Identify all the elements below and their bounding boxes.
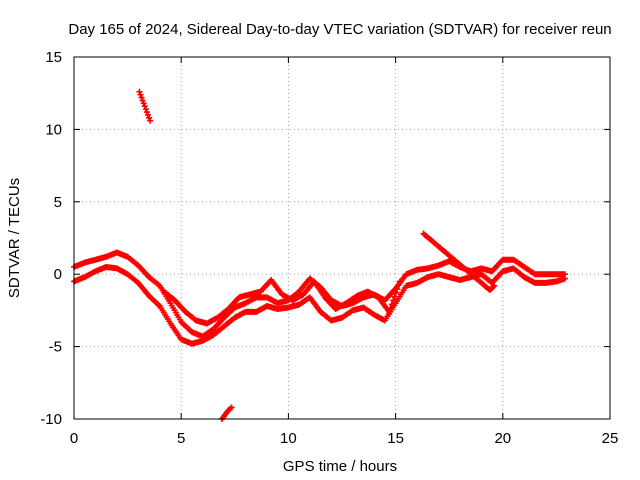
- data-point-interp: [146, 114, 153, 121]
- y-tick-label: 15: [45, 49, 62, 66]
- data-point: [136, 88, 143, 95]
- x-tick-label: 25: [602, 430, 619, 447]
- data-point-interp: [388, 301, 395, 308]
- data-point: [142, 106, 149, 113]
- x-tick-label: 15: [387, 430, 404, 447]
- data-point-interp: [395, 282, 402, 289]
- data-points: [71, 88, 568, 422]
- data-point-interp: [137, 91, 144, 98]
- chart-title: Day 165 of 2024, Sidereal Day-to-day VTE…: [68, 21, 611, 38]
- data-point: [228, 404, 235, 411]
- grid-lines: [74, 57, 610, 419]
- y-tick-label: -10: [40, 411, 62, 428]
- axis-ticks: [73, 56, 611, 420]
- data-point-interp: [141, 103, 148, 110]
- x-tick-label: 0: [70, 430, 78, 447]
- y-tick-labels: -10 -5 0 5 10 15: [40, 49, 62, 428]
- data-point: [491, 282, 498, 289]
- data-point: [147, 117, 154, 124]
- data-point-interp: [387, 305, 394, 312]
- data-point-interp: [394, 286, 401, 293]
- data-point: [396, 278, 403, 285]
- y-axis-label: SDTVAR / TECUs: [6, 178, 23, 298]
- y-tick-label: 5: [54, 194, 62, 211]
- x-tick-label: 10: [280, 430, 297, 447]
- x-tick-label: 20: [494, 430, 511, 447]
- data-point-interp: [391, 293, 398, 300]
- data-point: [140, 100, 147, 107]
- y-tick-label: 10: [45, 121, 62, 138]
- data-point: [144, 111, 151, 118]
- data-point-interp: [143, 109, 150, 116]
- y-tick-label: -5: [49, 339, 62, 356]
- data-point: [386, 308, 393, 315]
- data-point-interp: [390, 297, 397, 304]
- x-tick-labels: 0 5 10 15 20 25: [70, 430, 619, 447]
- plot-frame: [73, 56, 611, 420]
- data-point: [138, 94, 145, 101]
- data-point: [561, 275, 568, 282]
- x-axis-label: GPS time / hours: [283, 458, 397, 475]
- data-point-interp: [392, 289, 399, 296]
- data-point-interp: [139, 97, 146, 104]
- y-tick-label: 0: [54, 266, 62, 283]
- x-tick-label: 5: [177, 430, 185, 447]
